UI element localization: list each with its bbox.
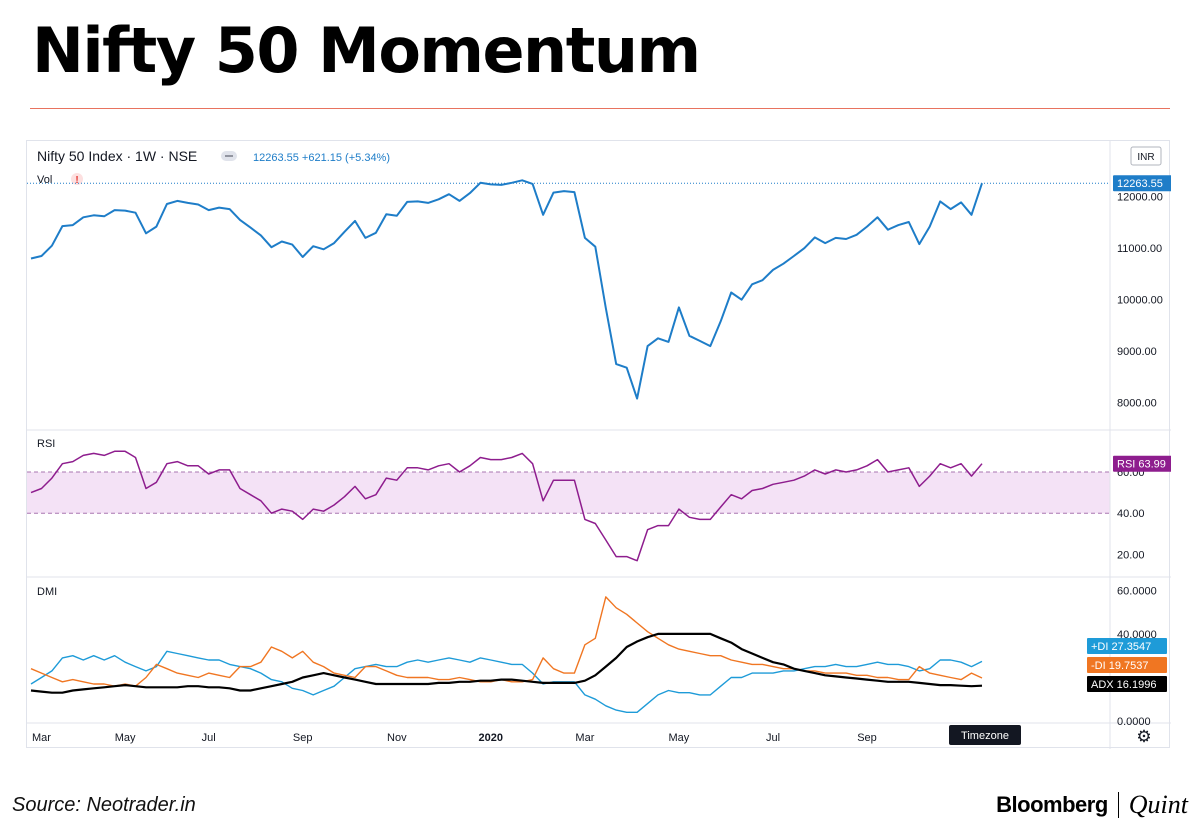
rsi-title: RSI	[37, 438, 55, 450]
settings-gear-icon[interactable]: ⚙	[1136, 727, 1151, 746]
last-price-tag	[1113, 175, 1175, 192]
price-line	[30, 179, 983, 400]
minus-di-last-tag-text: -DI 19.7537	[1091, 660, 1148, 672]
warning-icon[interactable]	[71, 173, 83, 185]
x-tick-label-7: May	[669, 732, 690, 744]
price-tick-label-2: 10000.00	[1117, 295, 1163, 307]
plus-di-line	[30, 650, 983, 713]
adx-line	[30, 632, 983, 694]
currency-button[interactable]	[1130, 146, 1162, 166]
adx-last-tag-text: ADX 16.1996	[1091, 679, 1156, 691]
x-tick-label-9: Sep	[857, 732, 877, 744]
vol-label[interactable]: Vol	[37, 174, 52, 186]
x-tick-label-0: Mar	[32, 732, 51, 744]
x-tick-label-8: Jul	[766, 732, 780, 744]
timezone-label: Timezone	[961, 730, 1009, 742]
x-tick-label-4: Nov	[387, 732, 407, 744]
adx-last-tag	[1087, 676, 1167, 692]
chart-frame[interactable]: Nifty 50 Index · 1W · NSE 12263.55 +621.…	[26, 140, 1185, 749]
dmi-title: DMI	[37, 586, 57, 598]
rsi-tick-label-2: 20.00	[1117, 550, 1145, 562]
x-tick-label-1: May	[115, 732, 136, 744]
dmi-tick-label-2: 0.0000	[1117, 716, 1151, 728]
rsi-line	[30, 450, 983, 562]
brand-quint: Quint	[1128, 790, 1188, 819]
price-tick-label-3: 9000.00	[1117, 346, 1157, 358]
source-note: Source: Neotrader.in	[12, 794, 196, 816]
brand-bloomberg: Bloomberg	[996, 792, 1108, 817]
brand-divider	[1117, 792, 1119, 818]
dmi-tick-label-1: 40.0000	[1117, 629, 1157, 641]
brand-logo: Bloomberg Quint	[996, 790, 1188, 820]
x-tick-label-2: Jul	[202, 732, 216, 744]
warning-icon-mark: !	[75, 175, 78, 186]
rsi-tick-label-1: 40.00	[1117, 508, 1145, 520]
title-rule	[30, 108, 1170, 109]
x-tick-label-3: Sep	[293, 732, 313, 744]
rsi-band	[27, 472, 1110, 514]
price-tick-label-4: 8000.00	[1117, 398, 1157, 410]
currency-label: INR	[1137, 152, 1154, 163]
headline: Nifty 50 Momentum	[32, 14, 701, 87]
symbol-label[interactable]: Nifty 50 Index · 1W · NSE	[37, 148, 197, 164]
plus-di-last-tag	[1087, 638, 1167, 654]
price-tick-label-1: 11000.00	[1117, 243, 1162, 255]
quote-label: 12263.55 +621.15 (+5.34%)	[253, 152, 390, 164]
minus-di-last-tag	[1087, 657, 1167, 673]
dmi-tick-label-0: 60.0000	[1117, 585, 1157, 597]
timezone-button[interactable]	[949, 725, 1021, 745]
plus-di-last-tag-text: +DI 27.3547	[1091, 641, 1151, 653]
minus-di-line	[30, 596, 983, 687]
nifty-chart[interactable]: Nifty 50 Index · 1W · NSE 12263.55 +621.…	[27, 141, 1185, 749]
rsi-last-tag	[1113, 455, 1185, 472]
last-price-tag-text: 12263.55	[1117, 178, 1163, 190]
x-tick-label-6: Mar	[575, 732, 594, 744]
x-tick-label-5: 2020	[479, 732, 503, 744]
price-tick-label-0: 12000.00	[1117, 192, 1163, 204]
rsi-last-tag-text: RSI 63.99	[1117, 459, 1166, 471]
